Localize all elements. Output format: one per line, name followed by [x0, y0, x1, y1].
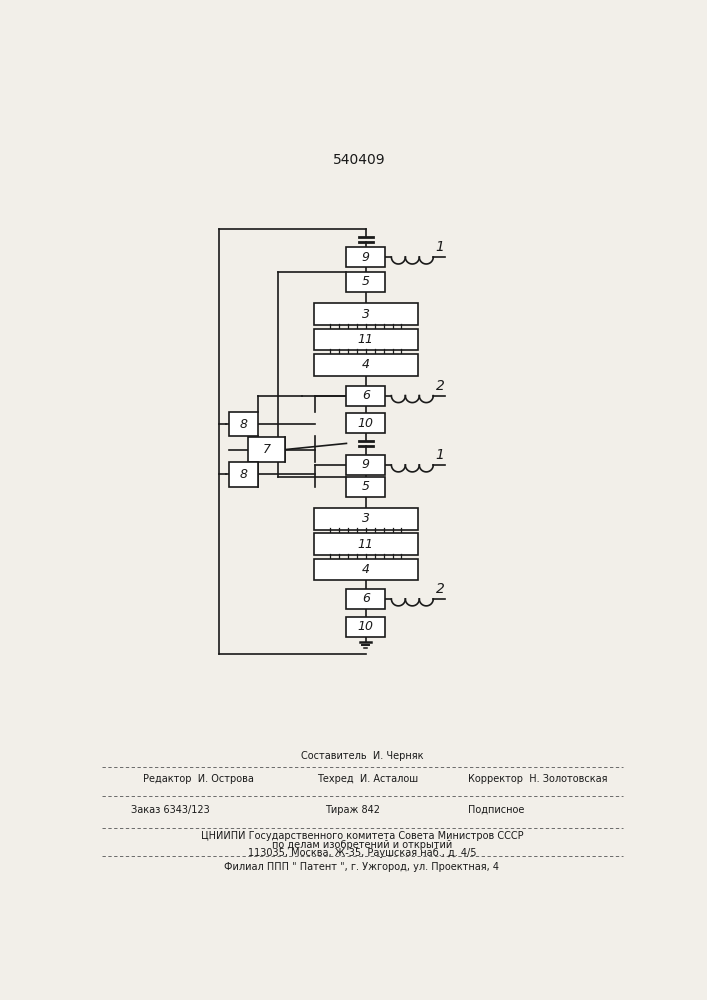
Text: 5: 5 — [362, 480, 370, 493]
Bar — [346, 272, 385, 292]
Text: 113035, Москва, Ж-35, Раушская наб., д. 4/5: 113035, Москва, Ж-35, Раушская наб., д. … — [247, 848, 477, 858]
Bar — [248, 437, 285, 462]
Text: 11: 11 — [358, 538, 374, 551]
Text: 4: 4 — [362, 358, 370, 371]
Bar — [228, 462, 258, 487]
Text: Филиал ППП " Патент ", г. Ужгород, ул. Проектная, 4: Филиал ППП " Патент ", г. Ужгород, ул. П… — [224, 862, 499, 872]
Text: 7: 7 — [262, 443, 271, 456]
Text: 2: 2 — [436, 582, 445, 596]
Bar — [313, 303, 418, 325]
Text: Техред  И. Асталош: Техред И. Асталош — [317, 774, 418, 784]
Text: Заказ 6343/123: Заказ 6343/123 — [131, 805, 210, 815]
Text: 1: 1 — [436, 448, 445, 462]
Text: Составитель  И. Черняк: Составитель И. Черняк — [300, 751, 423, 761]
Text: Подписное: Подписное — [468, 805, 525, 815]
Text: 8: 8 — [240, 468, 247, 481]
Text: по делам изобретений и открытий: по делам изобретений и открытий — [271, 840, 452, 850]
Bar — [313, 329, 418, 350]
Text: ЦНИИПИ Государственного комитета Совета Министров СССР: ЦНИИПИ Государственного комитета Совета … — [201, 831, 523, 841]
Bar — [313, 354, 418, 376]
Text: 10: 10 — [358, 620, 374, 633]
Bar — [346, 247, 385, 267]
Text: 11: 11 — [358, 333, 374, 346]
Text: 9: 9 — [362, 251, 370, 264]
Bar — [346, 477, 385, 497]
Text: 2: 2 — [436, 379, 445, 393]
Bar — [346, 413, 385, 433]
Text: 6: 6 — [362, 389, 370, 402]
Bar — [313, 559, 418, 580]
Bar — [346, 386, 385, 406]
Bar — [313, 533, 418, 555]
Text: 3: 3 — [362, 512, 370, 525]
Text: 6: 6 — [362, 592, 370, 605]
Text: 4: 4 — [362, 563, 370, 576]
Text: 3: 3 — [362, 308, 370, 321]
Text: 10: 10 — [358, 417, 374, 430]
Text: 1: 1 — [436, 240, 445, 254]
Text: Корректор  Н. Золотовская: Корректор Н. Золотовская — [468, 774, 607, 784]
Text: 5: 5 — [362, 275, 370, 288]
Bar — [346, 617, 385, 637]
Text: Редактор  И. Острова: Редактор И. Острова — [143, 774, 254, 784]
Text: 8: 8 — [240, 418, 247, 431]
Bar — [346, 455, 385, 475]
Bar — [228, 412, 258, 436]
Text: Тираж 842: Тираж 842 — [325, 805, 380, 815]
Text: 9: 9 — [362, 458, 370, 471]
Text: 540409: 540409 — [333, 153, 386, 167]
Bar — [313, 508, 418, 530]
Bar — [346, 589, 385, 609]
